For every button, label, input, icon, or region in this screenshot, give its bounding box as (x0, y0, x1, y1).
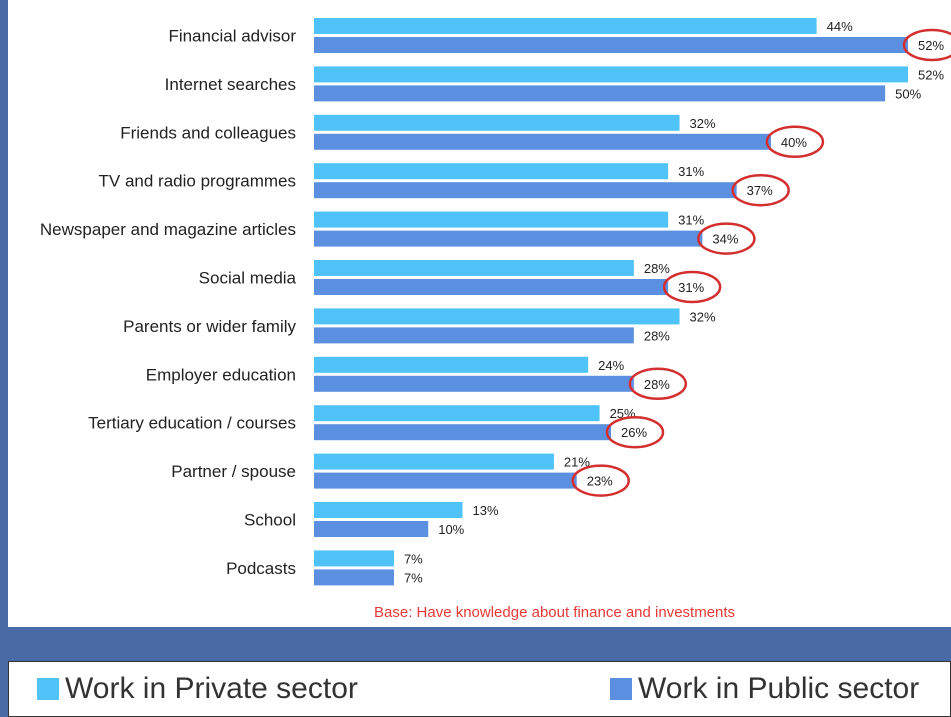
category-label: Newspaper and magazine articles (40, 220, 296, 239)
data-label: 31% (678, 164, 704, 179)
category-label: Internet searches (165, 75, 296, 94)
bar (314, 327, 634, 344)
category-label: School (244, 511, 296, 530)
category-label: Partner / spouse (171, 462, 296, 481)
bar (314, 569, 394, 586)
bar (314, 405, 600, 422)
bar (314, 424, 611, 441)
category-label: Podcasts (226, 559, 296, 578)
bar (314, 550, 394, 567)
highlight-circle (902, 28, 951, 62)
bar (314, 85, 886, 102)
highlight-circle (662, 270, 722, 304)
highlight-circle (628, 367, 688, 401)
bar (314, 356, 589, 373)
data-label: 31% (678, 280, 704, 295)
data-label: 32% (690, 116, 716, 131)
category-label: Employer education (146, 365, 296, 384)
highlight-circle (571, 464, 630, 497)
data-label: 10% (438, 522, 464, 537)
bar (314, 182, 737, 199)
bar (314, 114, 680, 131)
category-label: Financial advisor (168, 27, 296, 46)
bar (314, 66, 908, 83)
data-label: 50% (895, 86, 921, 101)
highlight-circle (605, 415, 665, 449)
data-label: 52% (918, 38, 944, 53)
bar (314, 18, 817, 34)
data-label: 7% (404, 570, 423, 585)
category-label: TV and radio programmes (99, 172, 296, 191)
bar (314, 521, 429, 537)
data-label: 7% (404, 551, 423, 566)
bar (314, 308, 680, 325)
data-label: 52% (918, 67, 944, 82)
data-label: 34% (712, 232, 738, 247)
legend-swatch-private (37, 678, 59, 700)
legend: Work in Private sector Work in Public se… (8, 661, 951, 717)
legend-label-private: Work in Private sector (65, 672, 358, 705)
data-label: 32% (690, 309, 716, 324)
base-annotation: Base: Have knowledge about finance and i… (374, 604, 735, 621)
legend-item-private: Work in Private sector (37, 672, 358, 706)
data-label: 21% (564, 455, 590, 470)
bar (314, 37, 908, 53)
data-label: 13% (473, 503, 499, 518)
bar (314, 472, 577, 489)
data-label: 44% (827, 19, 853, 34)
legend-swatch-public (610, 678, 632, 700)
data-label: 31% (678, 213, 704, 228)
bar (314, 230, 703, 247)
data-label: 28% (644, 261, 670, 276)
data-label: 40% (781, 135, 807, 150)
data-label: 28% (644, 377, 670, 392)
legend-item-public: Work in Public sector (610, 672, 919, 706)
category-label: Social media (199, 269, 297, 288)
data-label: 28% (644, 328, 670, 343)
data-label: 23% (587, 474, 613, 489)
bar (314, 260, 634, 276)
category-label: Parents or wider family (123, 317, 296, 336)
bar (314, 453, 554, 470)
bar (314, 163, 669, 180)
bar (314, 211, 669, 228)
highlight-circle (697, 222, 756, 255)
data-label: 26% (621, 425, 647, 440)
bar (314, 502, 463, 518)
data-label: 24% (598, 358, 624, 373)
bar-chart: Financial advisor 44% 52% Internet searches… (40, 18, 951, 621)
bar (314, 279, 669, 295)
category-label: Tertiary education / courses (88, 414, 296, 433)
legend-label-public: Work in Public sector (638, 672, 920, 705)
bar (314, 375, 634, 392)
category-label: Friends and colleagues (120, 123, 296, 142)
data-label: 37% (747, 183, 773, 198)
bar (314, 133, 771, 150)
highlight-circle (731, 173, 790, 207)
chart-panel: Financial advisor 44% 52% Internet searches… (8, 0, 951, 627)
highlight-circle (765, 125, 825, 159)
